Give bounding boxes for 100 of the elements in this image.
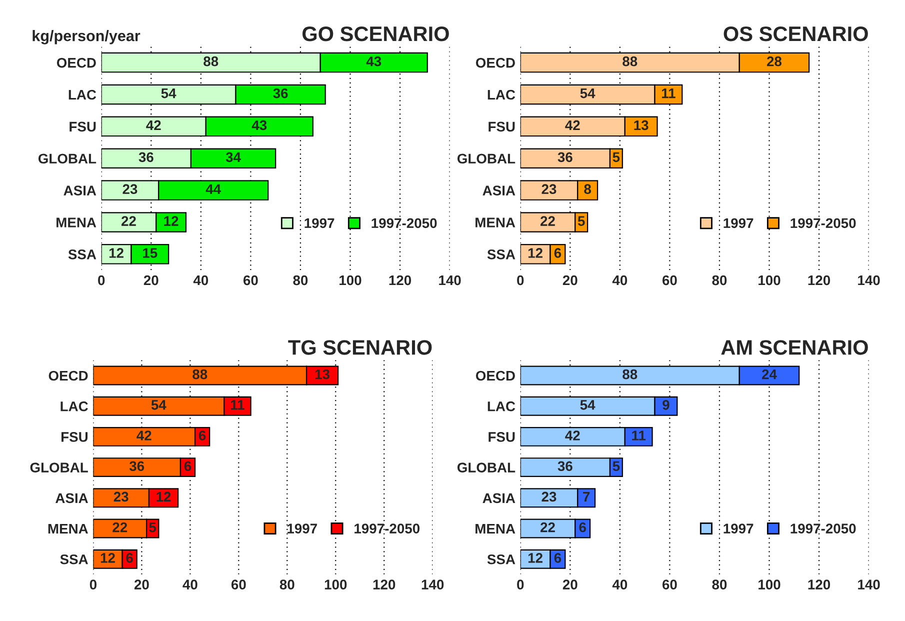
x-tick-label: 100 — [758, 580, 780, 590]
data-label: 23 — [542, 492, 556, 502]
data-label: 42 — [136, 430, 152, 440]
data-label: 5 — [149, 522, 156, 532]
data-label: 88 — [204, 56, 218, 66]
y-axis-title: kg/person/year — [32, 30, 140, 44]
y-tick-label: FSU — [488, 432, 515, 442]
data-label: 13 — [315, 369, 330, 380]
y-tick-label: ASIA — [482, 186, 516, 196]
x-tick-label: 100 — [340, 275, 362, 286]
x-tick-label: 60 — [231, 580, 246, 590]
x-tick-label: 80 — [712, 580, 727, 590]
data-label: 6 — [579, 522, 586, 532]
x-tick-label: 0 — [90, 580, 97, 590]
x-tick-label: 120 — [389, 275, 412, 286]
data-label: 42 — [565, 430, 580, 440]
data-label: 88 — [622, 369, 638, 380]
data-label: 43 — [366, 56, 382, 66]
data-label: 12 — [156, 492, 171, 502]
data-label: 7 — [583, 492, 590, 502]
y-tick-label: FSU — [62, 432, 88, 442]
data-label: 8 — [584, 184, 592, 194]
data-label: 23 — [114, 492, 128, 502]
x-tick-label: 100 — [758, 275, 780, 286]
y-tick-label: MENA — [476, 218, 516, 228]
y-tick-label: LAC — [68, 90, 96, 100]
y-tick-label: SSA — [60, 554, 88, 564]
x-tick-label: 60 — [662, 275, 677, 286]
data-label: 43 — [252, 120, 267, 130]
y-tick-label: GLOBAL — [30, 462, 88, 472]
data-label: 88 — [622, 56, 638, 66]
x-tick-label: 80 — [712, 275, 727, 286]
data-label: 44 — [206, 184, 222, 194]
data-label: 54 — [580, 400, 596, 410]
y-tick-label: GLOBAL — [457, 154, 516, 164]
y-tick-label: LAC — [488, 401, 516, 412]
data-label: 36 — [558, 152, 572, 162]
data-label: 36 — [138, 152, 154, 162]
legend-label: 1997 — [724, 524, 754, 534]
x-tick-label: 40 — [612, 275, 628, 286]
x-tick-label: 120 — [808, 580, 830, 590]
legend-label: 1997-2050 — [354, 524, 420, 534]
x-tick-label: 40 — [612, 580, 628, 590]
data-label: 5 — [612, 152, 620, 162]
x-tick-label: 60 — [662, 580, 677, 590]
legend-label: 1997 — [288, 524, 317, 534]
data-label: 36 — [129, 461, 144, 472]
data-label: 12 — [100, 553, 115, 563]
legend-label: 1997-2050 — [372, 218, 437, 228]
data-label: 42 — [565, 120, 580, 130]
data-label: 88 — [192, 369, 208, 380]
chart-title: OS SCENARIO — [724, 26, 868, 42]
x-tick-label: 140 — [422, 580, 444, 590]
y-tick-label: SSA — [68, 250, 96, 260]
y-tick-label: GLOBAL — [38, 154, 96, 164]
data-label: 6 — [554, 553, 562, 563]
legend-label: 1997-2050 — [790, 218, 856, 228]
x-tick-label: 20 — [562, 580, 578, 590]
data-label: 5 — [578, 216, 585, 226]
y-tick-label: FSU — [488, 122, 515, 132]
chart-title: TG SCENARIO — [288, 340, 432, 355]
data-label: 22 — [121, 216, 136, 226]
y-tick-label: OECD — [48, 370, 88, 381]
legend-label: 1997 — [304, 218, 334, 228]
x-tick-label: 120 — [373, 580, 396, 590]
y-tick-label: ASIA — [56, 493, 88, 504]
x-tick-label: 60 — [243, 275, 258, 286]
x-tick-label: 140 — [858, 580, 880, 590]
y-tick-label: ASIA — [64, 186, 96, 196]
x-tick-label: 20 — [562, 275, 578, 286]
chart-title: AM SCENARIO — [721, 340, 868, 355]
x-tick-label: 140 — [439, 275, 461, 286]
data-label: 12 — [109, 248, 124, 258]
data-label: 9 — [662, 400, 670, 410]
y-tick-label: SSA — [487, 554, 516, 564]
y-tick-label: FSU — [70, 122, 96, 132]
data-label: 6 — [126, 553, 133, 563]
data-label: 6 — [198, 430, 206, 440]
x-tick-label: 0 — [517, 580, 524, 590]
y-tick-label: MENA — [48, 524, 88, 534]
x-tick-label: 140 — [858, 275, 880, 286]
data-label: 22 — [112, 522, 128, 532]
x-tick-label: 80 — [280, 580, 294, 590]
data-label: 12 — [528, 248, 542, 258]
y-tick-label: ASIA — [482, 493, 516, 504]
data-label: 15 — [143, 248, 158, 258]
y-tick-label: OECD — [476, 370, 515, 381]
y-tick-label: MENA — [56, 218, 96, 228]
data-label: 6 — [184, 461, 192, 472]
data-label: 54 — [580, 88, 596, 98]
y-tick-label: LAC — [488, 90, 516, 100]
data-label: 42 — [146, 120, 161, 130]
data-label: 12 — [528, 553, 542, 563]
x-tick-label: 0 — [98, 275, 105, 286]
data-label: 11 — [632, 430, 646, 440]
data-label: 28 — [766, 56, 782, 66]
y-tick-label: OECD — [56, 58, 96, 68]
y-tick-label: LAC — [60, 401, 88, 412]
y-tick-label: SSA — [487, 250, 516, 260]
x-tick-label: 20 — [134, 580, 149, 590]
